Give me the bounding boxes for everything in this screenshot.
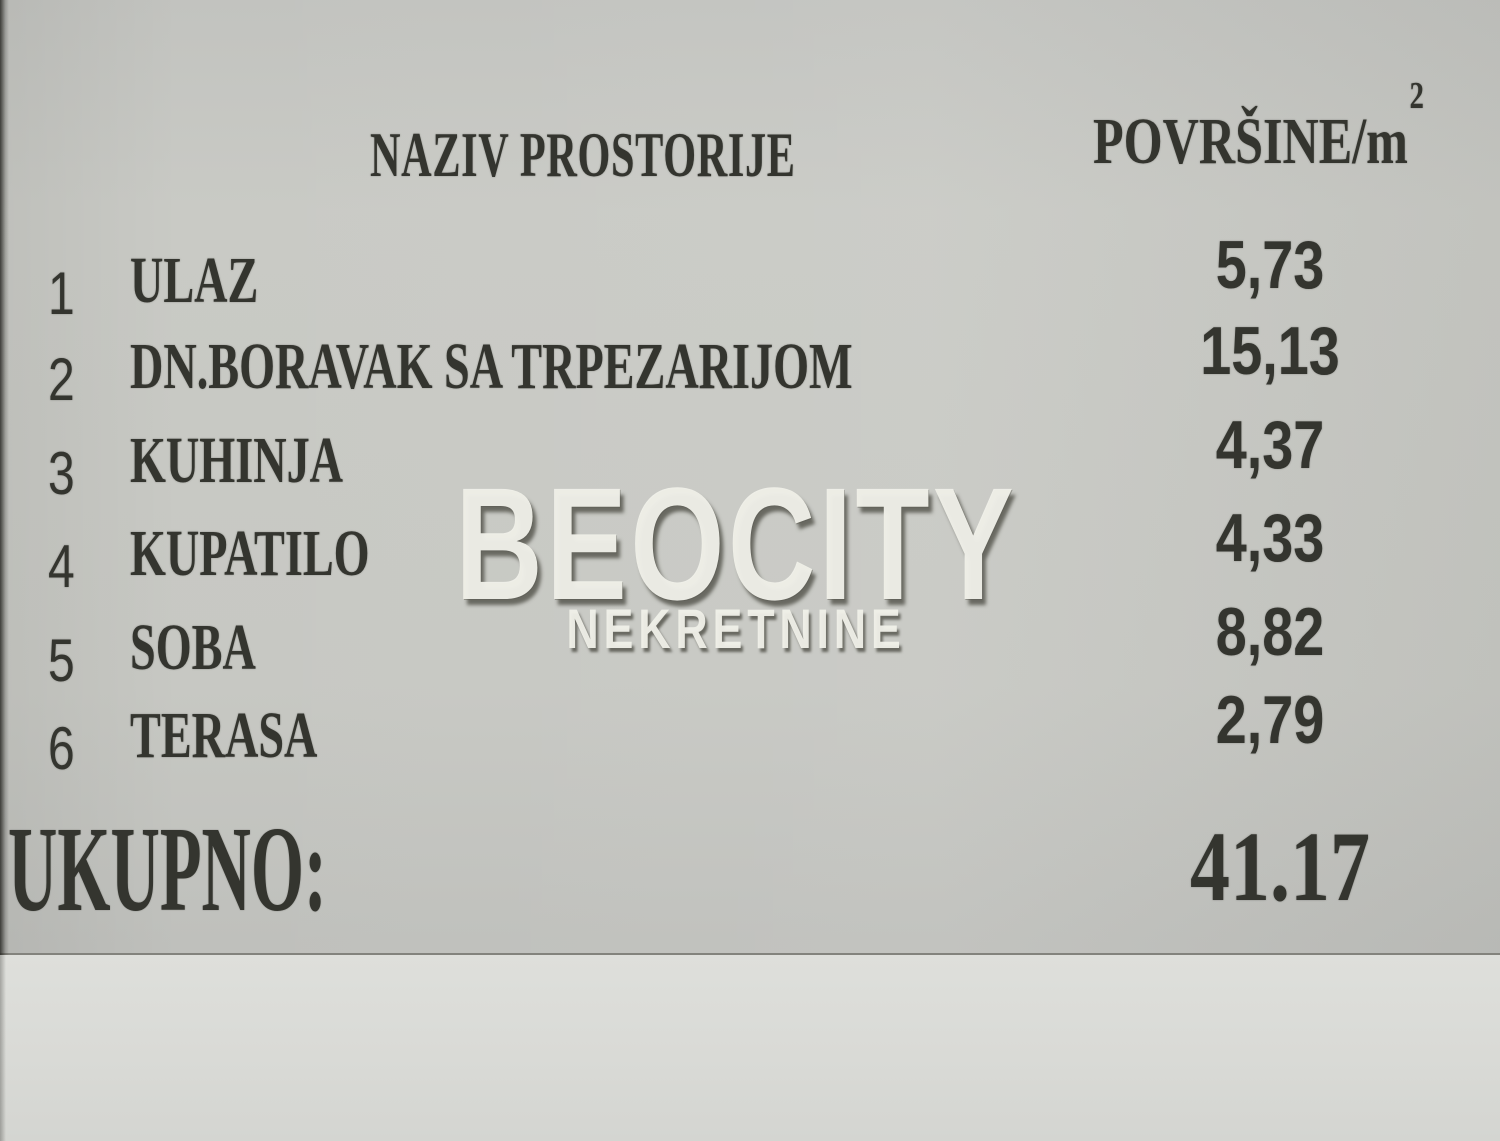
total-label: UKUPNO: xyxy=(8,802,327,937)
room-area-value: 2,79 xyxy=(1215,682,1325,758)
table-row: 6 TERASA 2,79 xyxy=(0,682,1500,784)
table-section: NAZIV PROSTORIJE POVRŠINE/m2 1 ULAZ 5,73… xyxy=(0,0,1500,953)
room-area-value: 15,13 xyxy=(1200,313,1340,389)
row-number: 5 xyxy=(48,627,75,694)
room-name: DN.BORAVAK SA TRPEZARIJOM xyxy=(130,330,853,403)
room-name: KUHINJA xyxy=(130,424,344,497)
column-header-area: POVRŠINE/m2 xyxy=(1093,75,1424,180)
room-name: TERASA xyxy=(130,699,318,772)
column-header-room-name: NAZIV PROSTORIJE xyxy=(370,119,796,190)
area-header-text: POVRŠINE/m xyxy=(1093,105,1408,178)
area-header-superscript: 2 xyxy=(1409,75,1424,117)
coefficient-section: x0,97: 39.93 xyxy=(0,953,1500,1141)
row-number: 6 xyxy=(48,715,75,782)
room-area-value: 8,82 xyxy=(1215,594,1325,670)
room-name: ULAZ xyxy=(130,244,259,317)
row-number: 4 xyxy=(48,533,75,600)
room-area-value: 4,37 xyxy=(1215,407,1325,483)
photo-left-edge-shadow-lower xyxy=(0,955,6,1141)
table-row: 1 ULAZ 5,73 xyxy=(0,227,1500,329)
row-number: 1 xyxy=(48,260,75,327)
total-value: 41.17 xyxy=(1190,811,1370,922)
room-area-value: 4,33 xyxy=(1215,500,1325,576)
room-area-value: 5,73 xyxy=(1215,227,1325,303)
row-number: 2 xyxy=(48,346,75,413)
table-row: 4 KUPATILO 4,33 xyxy=(0,500,1500,602)
photo-left-edge-shadow xyxy=(0,0,9,955)
table-row: 2 DN.BORAVAK SA TRPEZARIJOM 15,13 xyxy=(0,313,1500,415)
row-number: 3 xyxy=(48,440,75,507)
table-row: 5 SOBA 8,82 xyxy=(0,594,1500,696)
room-name: SOBA xyxy=(130,611,256,684)
table-row: 3 KUHINJA 4,37 xyxy=(0,407,1500,509)
room-name: KUPATILO xyxy=(130,517,370,590)
